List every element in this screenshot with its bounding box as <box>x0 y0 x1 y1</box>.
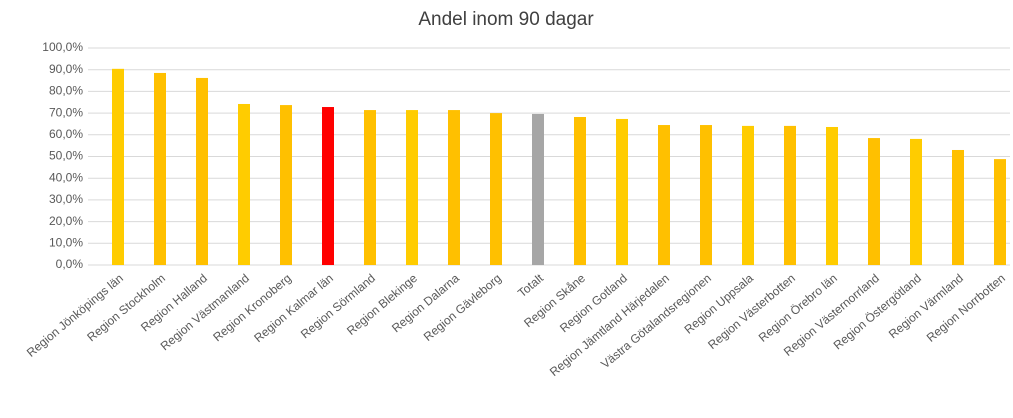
bar <box>448 110 460 265</box>
bar <box>574 117 586 265</box>
y-tick-label: 90,0% <box>49 62 83 76</box>
bar <box>154 72 166 265</box>
y-tick-label: 60,0% <box>49 127 83 141</box>
y-tick-label: 30,0% <box>49 192 83 206</box>
x-tick-label: Region Gävleborg <box>421 271 504 344</box>
bar <box>112 68 124 265</box>
y-tick-label: 100,0% <box>42 40 83 54</box>
bar <box>238 103 250 266</box>
bar <box>700 125 712 265</box>
y-tick-label: 70,0% <box>49 105 83 119</box>
bar <box>322 107 334 265</box>
bar <box>196 77 208 265</box>
bar <box>826 126 838 265</box>
bar <box>532 113 544 265</box>
y-tick-label: 80,0% <box>49 84 83 98</box>
x-tick-label: Totalt <box>515 271 546 301</box>
bar <box>490 113 502 265</box>
bar <box>784 125 796 265</box>
x-tick-label: Region Norrbotten <box>924 271 1008 345</box>
bar <box>994 159 1006 265</box>
y-tick-label: 0,0% <box>56 257 84 271</box>
y-tick-label: 20,0% <box>49 214 83 228</box>
bar <box>910 138 922 265</box>
chart-title: Andel inom 90 dagar <box>418 9 594 30</box>
y-tick-label: 40,0% <box>49 170 83 184</box>
bar <box>364 110 376 265</box>
bar <box>658 125 670 265</box>
bar <box>742 125 754 265</box>
bar <box>406 110 418 265</box>
bar <box>280 105 292 265</box>
y-tick-label: 50,0% <box>49 149 83 163</box>
bar <box>868 138 880 265</box>
x-tick-label: Region Värmland <box>886 271 966 341</box>
bar <box>616 118 628 265</box>
x-tick-label: Region Stockholm <box>84 271 168 344</box>
y-tick-label: 10,0% <box>49 235 83 249</box>
x-tick-label: Region Blekinge <box>344 271 420 338</box>
bar <box>952 149 964 265</box>
x-tick-label: Region Sörmland <box>298 271 378 341</box>
